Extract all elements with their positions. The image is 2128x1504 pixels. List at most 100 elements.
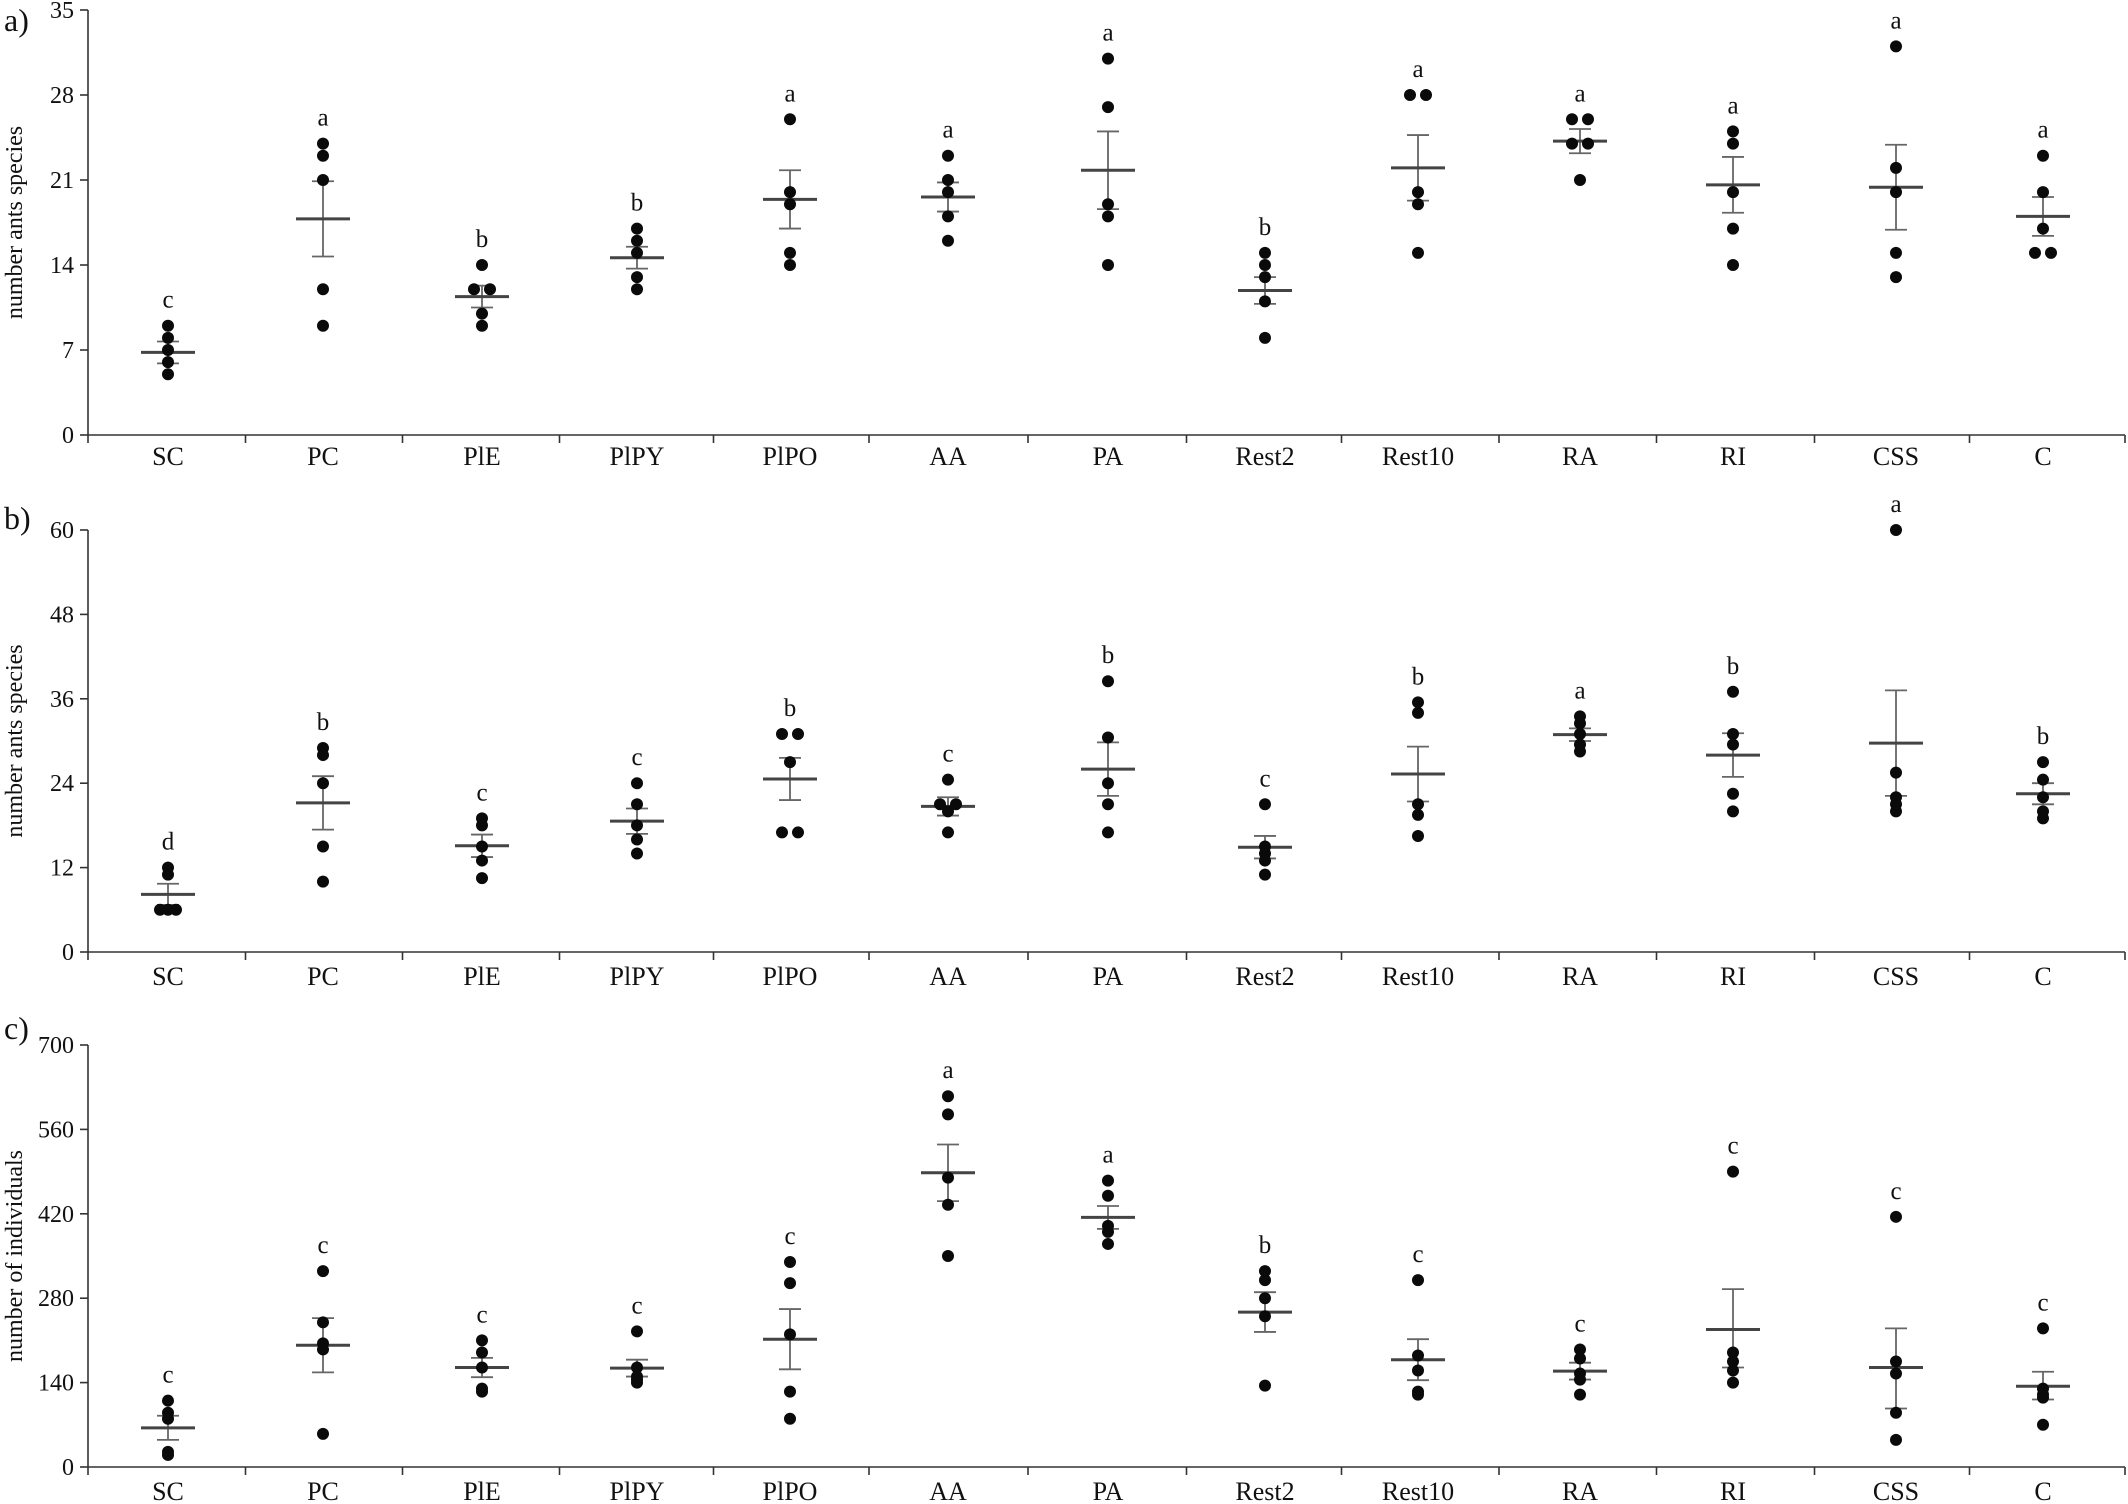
data-point [162,1412,174,1425]
data-point [1574,1388,1586,1401]
significance-letter: b [476,226,489,253]
data-point [317,319,329,332]
data-point [1102,1189,1114,1202]
x-tick-label: C [2034,962,2051,991]
data-point [1574,727,1586,740]
data-point [468,283,480,296]
data-point [1102,1237,1114,1250]
data-point [1727,685,1739,698]
data-point [1574,174,1586,186]
data-point [1727,1355,1739,1368]
data-point [317,840,329,853]
x-tick-label: PA [1093,442,1124,471]
data-point [162,1394,174,1407]
x-tick-label: AA [929,442,967,471]
data-point [784,113,796,126]
data-point [1412,829,1424,842]
data-point [476,1385,488,1398]
data-point [1727,1346,1739,1359]
data-point [1727,259,1739,271]
data-point [776,826,788,839]
data-point [631,222,643,235]
y-tick-label: 60 [50,518,74,544]
significance-letter: b [1727,653,1740,680]
data-point [1890,1355,1902,1368]
data-point [1890,524,1902,536]
data-point [1574,1373,1586,1386]
data-point [1727,137,1739,150]
data-point [784,198,796,211]
data-point [1259,1274,1271,1287]
data-point [1102,731,1114,744]
data-point [1412,798,1424,811]
data-point [2037,756,2049,769]
data-point [317,1316,329,1329]
data-point [1259,331,1271,344]
data-point [784,186,796,199]
significance-letter: a [942,117,953,144]
y-tick-label: 35 [50,0,74,24]
data-point [1102,1225,1114,1238]
x-tick-label: CSS [1873,1477,1919,1504]
x-tick-label: RA [1562,442,1598,471]
data-point [1102,826,1114,839]
y-tick-label: 280 [38,1286,74,1312]
chart-a: 0 7 14 21 28 35 number ants species SC c PC a PlE b P… [2,0,2126,471]
x-tick-label: PlPO [763,442,818,471]
data-point [2037,773,2049,786]
data-point [1890,766,1902,779]
data-point [1259,271,1271,284]
significance-letter: c [1727,1133,1738,1160]
data-point [1259,798,1271,811]
x-tick-label: CSS [1873,962,1919,991]
significance-letter: b [1412,663,1425,690]
data-point [1727,222,1739,235]
data-point [317,1265,329,1278]
significance-letter: a [1412,56,1423,83]
data-point [1404,89,1416,101]
significance-letter: c [1574,1310,1585,1337]
data-point [1102,198,1114,211]
x-tick-label: PlE [463,1477,501,1504]
x-tick-label: C [2034,442,2051,471]
significance-letter: c [1890,1178,1901,1205]
x-tick-label: SC [152,962,184,991]
data-point [942,174,954,186]
data-point [317,174,329,186]
x-tick-label: Rest10 [1382,1477,1454,1504]
data-point [784,259,796,271]
data-point [1412,1349,1424,1362]
data-point [631,798,643,811]
panel-label: c) [4,1010,29,1046]
data-point [950,798,962,811]
data-point [1727,1376,1739,1389]
y-tick-label: 0 [62,1455,74,1481]
data-point [162,868,174,881]
data-point [1890,1406,1902,1419]
y-tick-label: 48 [50,602,74,628]
significance-letter: a [942,1057,953,1084]
data-point [942,805,954,818]
data-point [1727,1364,1739,1377]
significance-letter: c [2037,1289,2048,1316]
data-point [1566,113,1578,126]
data-point [317,283,329,296]
data-point [1259,1310,1271,1323]
data-point [631,234,643,247]
data-point [1574,1343,1586,1356]
x-tick-label: AA [929,1477,967,1504]
panel-label: b) [4,500,31,536]
data-point [317,749,329,762]
x-tick-label: Rest2 [1235,442,1294,471]
data-point [784,1412,796,1425]
data-point [942,773,954,786]
significance-letter: c [631,1292,642,1319]
data-point [1259,1379,1271,1392]
data-point [1259,854,1271,867]
data-point [162,1448,174,1461]
x-tick-label: PlPO [763,962,818,991]
data-point [2037,1391,2049,1404]
data-point [631,777,643,790]
data-point [1890,805,1902,818]
data-point [631,833,643,846]
